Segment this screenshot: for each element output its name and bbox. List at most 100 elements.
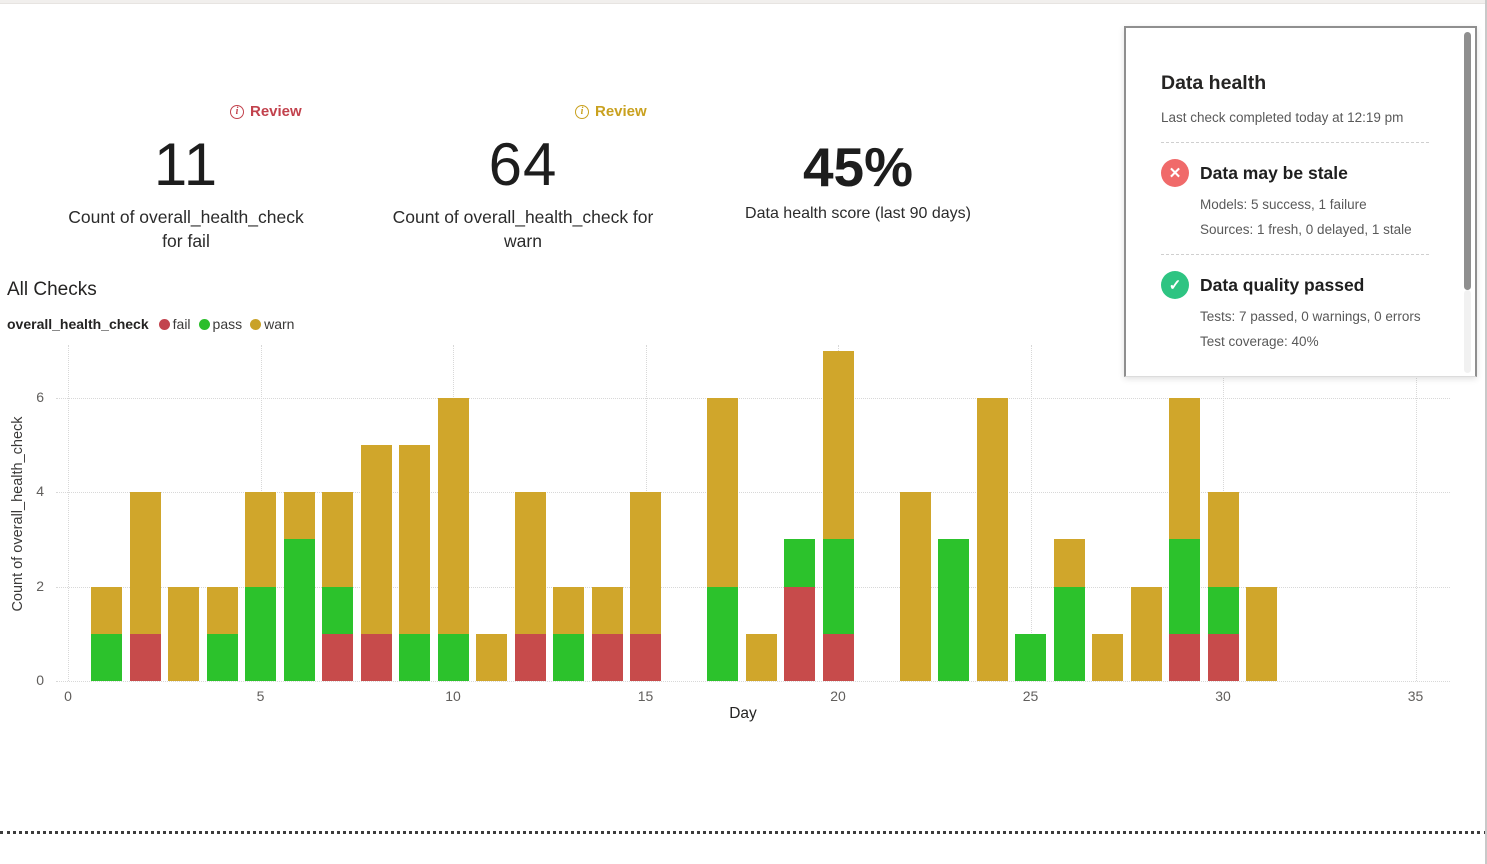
bar-segment-warn-day-6[interactable] [283, 492, 315, 540]
legend-item-fail[interactable]: fail [158, 316, 191, 332]
models-status: Models: 5 success, 1 failure [1200, 197, 1367, 212]
kpi-warn-value: 64 [488, 131, 558, 198]
bar-segment-warn-day-28[interactable] [1130, 586, 1162, 681]
x-tick-label: 0 [64, 688, 72, 704]
y-gridline [56, 586, 1450, 588]
bar-segment-warn-day-31[interactable] [1246, 586, 1277, 681]
tests-status: Tests: 7 passed, 0 warnings, 0 errors [1200, 309, 1421, 324]
review-badge-fail[interactable]: i Review [230, 103, 302, 120]
bar-segment-pass-day-13[interactable] [553, 633, 584, 681]
bar-segment-warn-day-17[interactable] [707, 397, 738, 587]
warn-dot-icon [250, 318, 262, 330]
bar-segment-fail-day-8[interactable] [360, 633, 392, 681]
bar-segment-pass-day-6[interactable] [283, 539, 315, 681]
panel-section-stale: ✕ Data may be stale Models: 5 success, 1… [1161, 159, 1429, 237]
bar-segment-pass-day-26[interactable] [1053, 586, 1085, 681]
fail-dot-icon [158, 318, 170, 330]
window-right-edge [1485, 0, 1487, 864]
bar-segment-warn-day-9[interactable] [399, 445, 430, 634]
bar-segment-warn-day-13[interactable] [553, 586, 584, 634]
bar-segment-pass-day-19[interactable] [784, 539, 815, 587]
bar-segment-pass-day-9[interactable] [399, 633, 430, 681]
x-tick-label: 25 [1022, 688, 1039, 704]
bar-segment-warn-day-3[interactable] [168, 586, 199, 681]
legend-item-warn[interactable]: warn [250, 316, 294, 332]
legend-item-pass[interactable]: pass [198, 316, 242, 332]
x-tick-label: 15 [637, 688, 654, 704]
bar-segment-fail-day-7[interactable] [322, 633, 353, 681]
bar-segment-warn-day-15[interactable] [630, 492, 661, 634]
bar-segment-warn-day-27[interactable] [1092, 633, 1123, 681]
bar-segment-pass-day-29[interactable] [1169, 539, 1200, 634]
bar-segment-fail-day-14[interactable] [591, 633, 623, 681]
y-tick-label: 6 [36, 388, 44, 405]
sources-status: Sources: 1 fresh, 0 delayed, 1 stale [1200, 222, 1412, 237]
bar-segment-pass-day-10[interactable] [437, 633, 469, 681]
bar-segment-warn-day-7[interactable] [322, 492, 353, 587]
bar-segment-pass-day-5[interactable] [245, 586, 276, 681]
bar-segment-pass-day-1[interactable] [91, 633, 122, 681]
kpi-fail-value: 11 [153, 131, 219, 198]
bottom-dotted-divider [0, 831, 1487, 834]
bar-segment-warn-day-12[interactable] [514, 492, 546, 634]
bar-segment-pass-day-30[interactable] [1207, 586, 1239, 634]
y-tick-label: 0 [36, 672, 44, 688]
bar-segment-warn-day-18[interactable] [745, 633, 777, 681]
test-coverage: Test coverage: 40% [1200, 334, 1319, 349]
kpi-fail-label: Count of overall_health_check for fail [68, 207, 304, 251]
bar-segment-fail-day-30[interactable] [1207, 633, 1239, 681]
review-badge-warn[interactable]: i Review [575, 103, 647, 120]
bar-segment-fail-day-29[interactable] [1169, 633, 1200, 681]
legend-label: warn [264, 316, 295, 332]
panel-scrollbar-track[interactable] [1464, 290, 1471, 373]
x-tick-label: 35 [1407, 688, 1424, 704]
legend-label: fail [172, 316, 191, 332]
pass-dot-icon [198, 318, 210, 330]
legend-series-name: overall_health_check [7, 316, 149, 332]
chart-legend: overall_health_check fail pass warn [7, 316, 302, 332]
bar-segment-warn-day-4[interactable] [206, 586, 238, 634]
panel-scrollbar-thumb[interactable] [1464, 32, 1471, 290]
bar-segment-fail-day-20[interactable] [822, 633, 854, 681]
bar-segment-pass-day-4[interactable] [206, 633, 238, 681]
bar-segment-warn-day-24[interactable] [976, 397, 1008, 681]
divider [1161, 142, 1429, 143]
check-circle-icon: ✓ [1161, 271, 1189, 299]
bar-segment-warn-day-22[interactable] [899, 492, 931, 681]
x-gridline [68, 345, 69, 681]
chart-title: All Checks [7, 279, 97, 300]
bar-segment-pass-day-17[interactable] [707, 586, 738, 681]
y-gridline [56, 492, 1450, 494]
bar-segment-pass-day-7[interactable] [322, 586, 353, 634]
bar-segment-warn-day-20[interactable] [822, 350, 854, 540]
divider [1161, 254, 1429, 255]
bar-segment-fail-day-19[interactable] [784, 586, 815, 681]
x-tick-label: 10 [445, 688, 461, 704]
bar-segment-warn-day-10[interactable] [437, 397, 469, 634]
section-title: Data may be stale [1200, 162, 1348, 183]
bar-segment-warn-day-5[interactable] [245, 492, 276, 587]
bar-segment-warn-day-29[interactable] [1169, 397, 1200, 540]
bar-segment-pass-day-23[interactable] [938, 539, 969, 681]
bar-segment-fail-day-2[interactable] [129, 633, 161, 681]
bar-segment-warn-day-14[interactable] [591, 586, 623, 634]
bar-segment-pass-day-25[interactable] [1015, 633, 1046, 681]
kpi-warn-label: Count of overall_health_check for warn [392, 207, 654, 251]
bar-segment-warn-day-11[interactable] [476, 633, 507, 681]
bar-segment-fail-day-12[interactable] [514, 633, 546, 681]
info-icon: i [230, 104, 244, 119]
panel-title: Data health [1161, 72, 1267, 94]
bar-segment-warn-day-8[interactable] [360, 445, 392, 634]
info-icon: i [575, 104, 589, 119]
data-health-panel: Data health Last check completed today a… [1124, 26, 1477, 377]
bar-segment-warn-day-2[interactable] [129, 492, 161, 634]
review-label: Review [595, 103, 647, 120]
bar-segment-warn-day-30[interactable] [1207, 492, 1239, 587]
review-label: Review [250, 103, 302, 120]
bar-segment-warn-day-1[interactable] [91, 586, 122, 634]
bar-segment-fail-day-15[interactable] [630, 633, 661, 681]
bar-segment-pass-day-20[interactable] [822, 539, 854, 634]
panel-section-quality: ✓ Data quality passed Tests: 7 passed, 0… [1161, 271, 1429, 349]
bar-segment-warn-day-26[interactable] [1053, 539, 1085, 587]
